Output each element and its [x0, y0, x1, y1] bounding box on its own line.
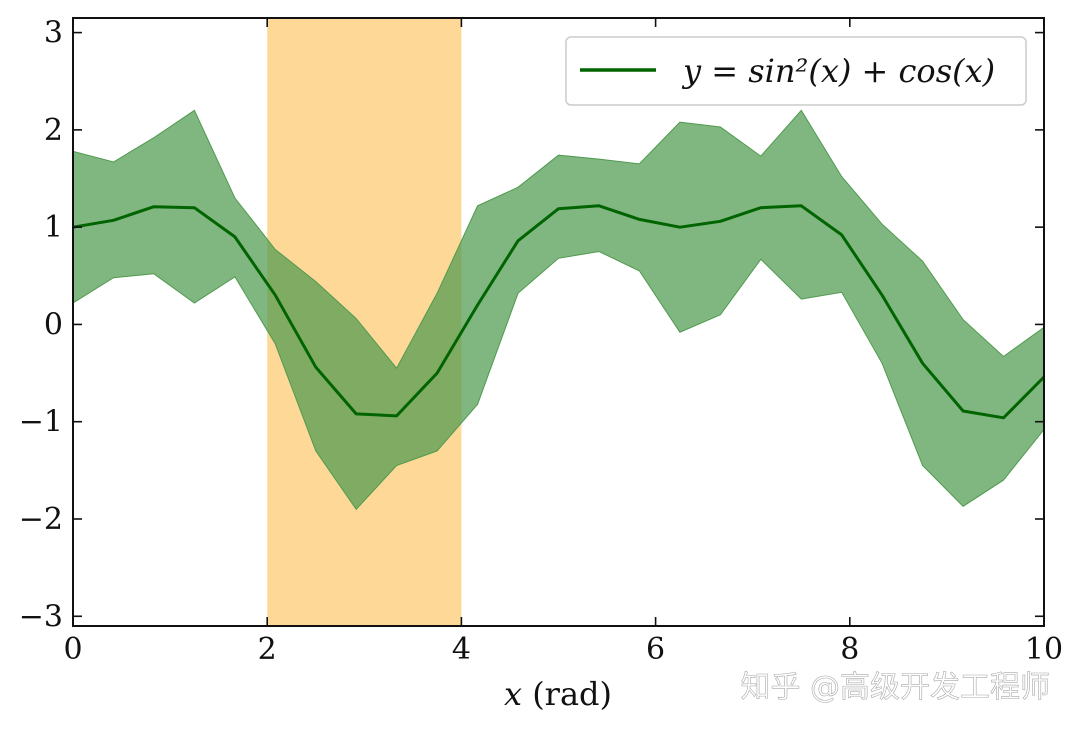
- legend-box: [565, 36, 1027, 106]
- series-0-line: [72, 204, 1046, 420]
- legend: y = sin²(x) + cos(x): [565, 36, 1027, 106]
- x-tick-label: 8: [840, 632, 859, 667]
- x-tick-label: 4: [452, 632, 471, 667]
- x-axis-label: x (rad): [504, 675, 612, 713]
- legend-label: y = sin²(x) + cos(x): [681, 52, 995, 90]
- y-tick-label: −3: [19, 599, 63, 634]
- plot-area: 0 2 4 6 8 10 −3 −2 −1 0 1 2 3: [19, 16, 1063, 667]
- x-tick-label: 2: [258, 632, 277, 667]
- y-tick-label: −1: [19, 405, 63, 440]
- axes-frame: [72, 17, 1045, 627]
- y-tick-label: 0: [44, 307, 63, 342]
- x-axis-label-unit: (rad): [522, 675, 612, 713]
- x-axis-label-variable: x: [504, 675, 522, 713]
- watermark-text: 知乎 @高级开发工程师: [740, 670, 1050, 705]
- y-tick-label: 1: [44, 210, 63, 245]
- y-tick-label: 2: [44, 113, 63, 148]
- series-0-confidence-band: [72, 109, 1045, 511]
- y-tick-label: 3: [44, 16, 63, 51]
- x-tick-label: 10: [1025, 632, 1063, 667]
- x-tick-label: 6: [646, 632, 665, 667]
- y-tick-label: −2: [19, 502, 63, 537]
- x-tick-label: 0: [63, 632, 82, 667]
